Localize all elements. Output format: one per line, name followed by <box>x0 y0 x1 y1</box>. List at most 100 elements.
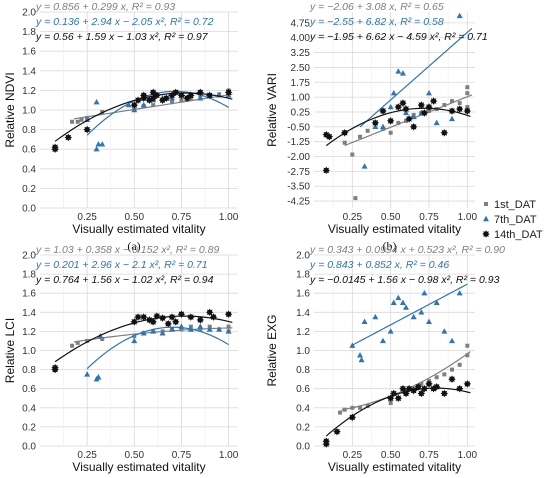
data-point-s7 <box>93 98 100 105</box>
data-point-s7 <box>395 294 402 301</box>
chart-panel-b: -4.25 -3.50 -2.75 -2.00 -1.25 -0.50 0.25 1.00 1.… <box>265 1 488 253</box>
data-point-s7 <box>95 141 102 147</box>
data-point-s7 <box>95 374 102 380</box>
y-tick-label: -0.50 <box>287 122 310 133</box>
series-s1: y = 0.343 + 0.0994 x + 0.523 x², R² = 0.… <box>309 244 505 415</box>
x-axis-label: Visually estimated vitality <box>72 222 205 236</box>
data-point-s7 <box>390 89 397 96</box>
data-point-s7 <box>125 101 132 108</box>
y-axis-label: Relative EXG <box>265 314 279 386</box>
data-point-s14 <box>440 128 449 137</box>
y-tick-label: 0.2 <box>22 184 36 195</box>
fit-line-s7 <box>359 27 473 128</box>
fit-line-s7 <box>352 283 468 346</box>
data-point-s1 <box>338 410 343 415</box>
y-tick-label: -4.25 <box>287 197 310 208</box>
series-s14: y = −1.95 + 6.62 x − 4.59 x², R² = 0.71 <box>309 31 488 175</box>
data-point-s14 <box>429 97 438 105</box>
data-point-s1 <box>151 103 156 108</box>
data-point-s14 <box>409 123 418 131</box>
y-tick-label: 2.0 <box>22 251 36 262</box>
data-point-s1 <box>442 372 447 377</box>
data-point-s14 <box>162 94 171 103</box>
data-point-s7 <box>206 326 213 332</box>
data-point-s7 <box>349 342 356 348</box>
x-tick-label: 0.50 <box>125 212 145 223</box>
y-tick-label: -3.50 <box>287 182 310 193</box>
data-point-s14 <box>322 437 331 446</box>
panel-caption: (a) <box>127 239 140 253</box>
y-tick-label: 1.0 <box>22 106 36 117</box>
data-point-s7 <box>225 328 232 334</box>
data-point-s7 <box>433 299 440 305</box>
equation-s14: y = −1.95 + 6.62 x − 4.59 x², R² = 0.71 <box>309 31 488 43</box>
y-tick-label: 0.4 <box>22 403 36 414</box>
fit-line-s7 <box>86 90 229 136</box>
data-point-s7 <box>93 146 100 152</box>
data-point-s7 <box>399 299 406 305</box>
x-tick-label: 0.25 <box>77 212 97 223</box>
data-point-s7 <box>169 326 175 332</box>
data-point-s14 <box>196 88 205 97</box>
data-point-s14 <box>420 109 429 117</box>
chart-panels: 0.0 0.2 0.4 0.6 0.8 1.0 1.2 1.4 1.6 1.8 2.0 0.25 0.5… <box>3 1 505 478</box>
x-tick-label: 1.00 <box>458 212 478 223</box>
x-tick-label: 0.50 <box>125 450 145 461</box>
data-point-s1 <box>353 196 358 201</box>
equation-s14: y = 0.764 + 1.56 x − 1.02 x², R² = 0.94 <box>35 274 214 286</box>
data-point-s7 <box>426 89 432 96</box>
y-axis-label: Relative LCI <box>3 318 17 383</box>
x-tick-label: 0.25 <box>343 212 363 223</box>
series-s7: y = 0.201 + 2.96 x − 2.1 x², R² = 0.71 <box>35 259 232 382</box>
data-point-s1 <box>396 120 401 125</box>
data-point-s14 <box>389 389 398 398</box>
y-tick-label: -1.25 <box>287 137 310 148</box>
data-point-s7 <box>358 356 365 363</box>
y-tick-label: 1.2 <box>22 86 36 97</box>
legend-label: 7th_DAT <box>494 214 537 226</box>
data-point-s7 <box>131 337 138 344</box>
legend-marker-s1 <box>484 202 488 206</box>
data-point-s14 <box>448 375 456 383</box>
data-point-s7 <box>372 313 379 320</box>
legend: 1st_DAT 7th_DAT 14th_DAT <box>482 199 543 241</box>
data-point-s14 <box>177 310 186 319</box>
data-point-s14 <box>325 132 334 141</box>
data-point-s1 <box>388 130 393 135</box>
data-point-s7 <box>131 106 138 113</box>
data-point-s14 <box>51 143 59 152</box>
data-point-s14 <box>171 88 180 97</box>
panel-caption: (b) <box>383 239 397 253</box>
series-s7: y = 0.843 + 0.852 x, R² = 0.46 <box>309 259 468 363</box>
data-point-s7 <box>441 328 448 334</box>
data-point-s14 <box>386 394 395 403</box>
data-point-s1 <box>226 324 231 329</box>
fit-line-s14 <box>325 107 471 147</box>
data-point-s14 <box>168 313 176 321</box>
data-point-s14 <box>414 382 423 391</box>
equation-s1: y = 0.343 + 0.0994 x + 0.523 x², R² = 0.… <box>309 244 505 256</box>
data-point-s14 <box>440 389 449 398</box>
y-tick-label: -2.75 <box>287 167 310 178</box>
data-point-s7 <box>456 12 463 19</box>
data-point-s1 <box>358 405 362 410</box>
data-point-s7 <box>99 141 106 147</box>
data-point-s14 <box>425 380 433 388</box>
y-tick-label: 1.0 <box>22 346 36 357</box>
x-tick-label: 0.50 <box>381 212 401 223</box>
data-point-s1 <box>465 91 470 96</box>
y-axis-label: Relative NDVI <box>3 72 17 147</box>
data-point-s14 <box>164 319 173 328</box>
data-point-s14 <box>83 125 91 134</box>
data-point-s14 <box>130 101 139 109</box>
data-point-s1 <box>442 103 447 108</box>
y-tick-label: 0.4 <box>296 403 310 414</box>
data-point-s14 <box>134 96 142 104</box>
equation-s1: y = 1.03 + 0.358 x − 0.152 x², R² = 0.89 <box>35 244 219 256</box>
y-tick-label: 0.2 <box>296 422 310 433</box>
y-tick-label: 1.6 <box>22 289 36 300</box>
x-tick-label: 0.75 <box>172 212 192 223</box>
y-tick-label: 0.0 <box>296 442 310 453</box>
equation-s1: y = 0.856 + 0.299 x, R² = 0.93 <box>35 1 175 13</box>
